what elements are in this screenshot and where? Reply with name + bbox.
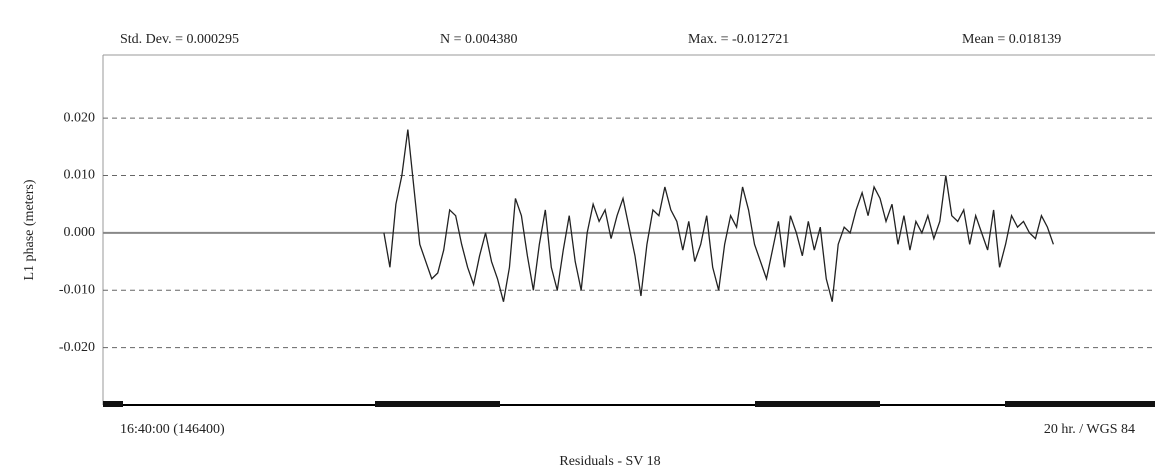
y-tick-label: -0.020 <box>59 340 95 355</box>
y-tick-label: 0.000 <box>64 225 96 240</box>
y-tick-label: 0.020 <box>64 110 96 125</box>
stat-label: Mean = 0.018139 <box>962 32 1061 47</box>
stat-label: N = 0.004380 <box>440 32 518 47</box>
footer-left: 16:40:00 (146400) <box>120 422 225 437</box>
time-bar-segment <box>1005 401 1155 407</box>
y-tick-label: -0.010 <box>59 282 95 297</box>
data-line <box>383 129 1055 302</box>
footer-right: 20 hr. / WGS 84 <box>1044 422 1135 437</box>
x-axis-label: Residuals - SV 18 <box>559 454 660 469</box>
time-bar-segment <box>755 401 880 407</box>
time-bar-segment <box>375 401 500 407</box>
y-tick-label: 0.010 <box>64 168 96 183</box>
stat-label: Max. = -0.012721 <box>688 32 789 47</box>
y-axis-label: L1 phase (meters) <box>22 179 37 280</box>
stat-label: Std. Dev. = 0.000295 <box>120 32 239 47</box>
time-bar-segment <box>103 401 123 407</box>
